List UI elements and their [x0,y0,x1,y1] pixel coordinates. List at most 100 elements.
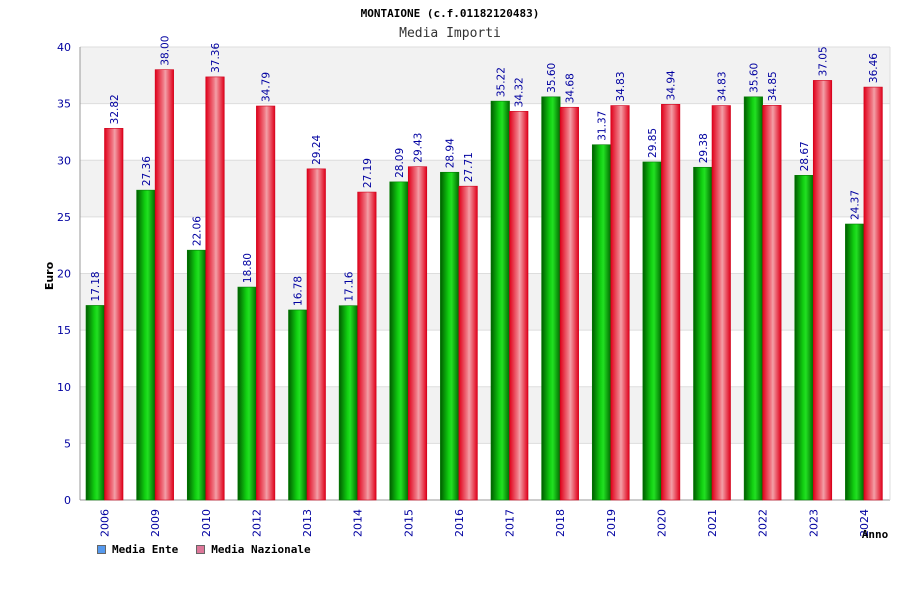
bar [541,96,561,501]
data-label: 34.83 [615,71,627,101]
bar [490,100,510,501]
legend-item-nazionale: Media Nazionale [196,543,311,556]
x-tick-label: 2023 [807,509,820,537]
data-label: 34.85 [767,71,779,101]
bar [591,144,612,501]
bar [762,105,782,501]
data-label: 17.16 [343,271,355,301]
bar [306,168,326,501]
chart-subtitle: Media Importi [399,26,501,41]
legend-item-ente: Media Ente [97,543,178,556]
data-label: 29.85 [647,128,659,158]
x-tick-label: 2010 [200,509,213,537]
bar [863,86,883,501]
x-tick-label: 2014 [352,509,365,537]
data-label: 16.78 [293,276,305,306]
bar [458,185,478,501]
data-label: 18.80 [242,253,254,283]
data-label: 36.46 [868,53,880,83]
data-label: 28.09 [394,148,406,178]
x-tick-label: 2012 [250,509,263,537]
bar [136,189,156,501]
data-label: 17.18 [90,271,102,301]
legend: Media Ente Media Nazionale [97,543,311,556]
data-label: 38.00 [159,36,171,66]
bars: 17.18 32.82 27.36 38.00 22.06 37.36 18.80 34.79… [85,36,883,501]
data-label: 35.22 [495,67,507,97]
y-tick-label: 5 [64,437,71,450]
bar [693,166,713,501]
bar [642,161,662,501]
x-tick-label: 2019 [605,509,618,537]
y-tick-label: 20 [57,268,71,281]
data-label: 35.60 [546,63,558,93]
y-axis-label: Euro [43,261,56,290]
data-label: 32.82 [109,94,121,124]
data-label: 27.71 [463,152,475,182]
data-label: 27.36 [141,156,153,186]
data-label: 34.79 [261,72,273,102]
x-axis-label: Anno [862,528,889,541]
y-tick-label: 30 [57,154,71,167]
x-tick-label: 2009 [149,509,162,537]
bar [389,181,409,501]
bar [743,96,763,501]
x-tick-label: 2020 [655,509,668,537]
x-tick-label: 2021 [706,509,719,537]
data-label: 22.06 [192,216,204,246]
bar [237,286,257,501]
data-label: 35.60 [748,63,760,93]
data-label: 29.38 [698,133,710,163]
legend-label-nazionale: Media Nazionale [211,543,311,556]
y-tick-label: 35 [57,98,71,111]
bar [85,305,105,501]
data-label: 28.94 [445,138,457,168]
bar [845,223,865,501]
axis-ticks: 0 5 10 15 20 25 30 35 40 2006 2009 2010 2012 2013 2014… [57,41,871,537]
bar [794,175,814,501]
legend-swatch-nazionale [196,545,206,554]
data-label: 28.67 [799,141,811,171]
data-label: 24.37 [850,190,862,220]
bar [256,105,276,501]
data-label: 31.37 [597,111,609,141]
bar [154,69,174,501]
bar [338,305,358,501]
data-label: 37.05 [818,46,830,76]
data-label: 34.94 [666,70,678,100]
legend-swatch-ente [97,545,106,554]
bar [440,171,460,501]
data-label: 34.68 [564,73,576,103]
data-label: 34.83 [716,71,728,101]
data-label: 37.36 [210,43,222,73]
bar [610,105,630,501]
x-tick-label: 2017 [504,509,517,537]
y-tick-label: 0 [64,494,71,507]
data-label: 27.19 [362,158,374,188]
data-label: 34.32 [514,77,526,107]
bar [205,76,225,501]
x-tick-label: 2006 [99,509,112,537]
bar [711,105,731,501]
bar [812,80,833,501]
x-tick-label: 2018 [554,509,567,537]
x-tick-label: 2013 [301,509,314,537]
data-label: 29.43 [413,133,425,163]
x-tick-label: 2024 [858,509,871,537]
bar [661,104,681,501]
y-tick-label: 25 [57,211,71,224]
chart-title: MONTAIONE (c.f.01182120483) [361,7,540,20]
bar [407,166,428,501]
bar [509,111,529,501]
y-tick-label: 10 [57,381,71,394]
bar [288,309,308,501]
x-tick-label: 2022 [757,509,770,537]
x-tick-label: 2016 [453,509,466,537]
legend-label-ente: Media Ente [112,543,179,556]
y-tick-label: 40 [57,41,71,54]
data-label: 29.24 [311,134,323,164]
y-tick-label: 15 [57,324,71,337]
bar [186,249,207,501]
bar [104,128,124,501]
